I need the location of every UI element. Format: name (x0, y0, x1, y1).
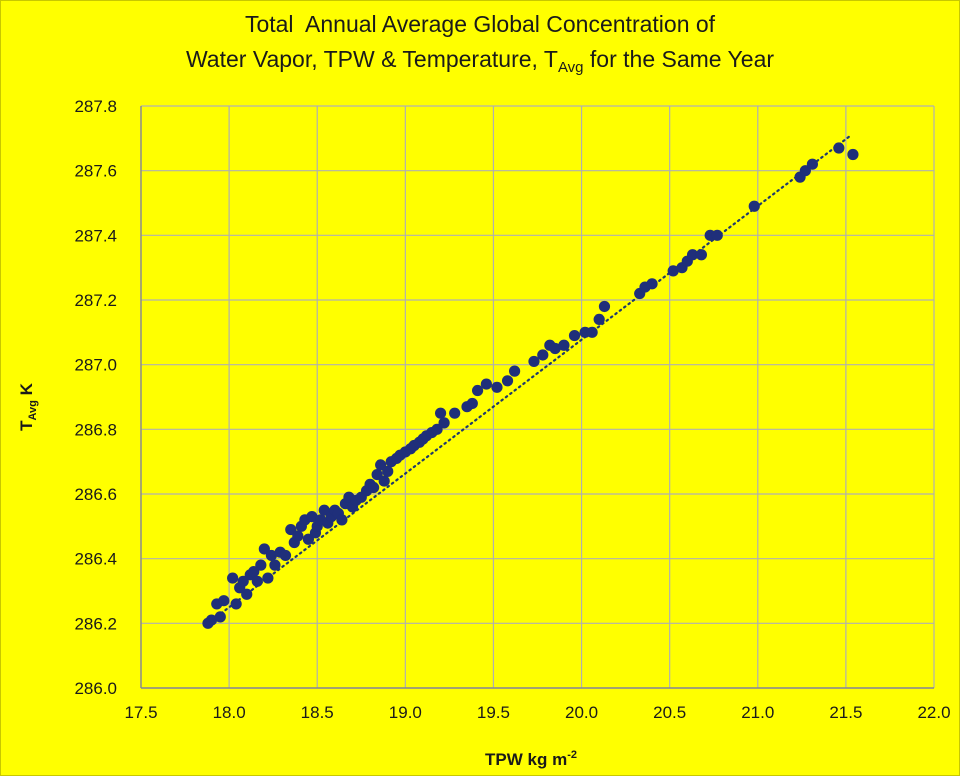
data-point (501, 375, 514, 387)
y-tick-label: 287.2 (74, 291, 117, 310)
data-point (434, 407, 447, 419)
data-point (491, 381, 503, 393)
y-tick-label: 287.0 (74, 356, 117, 375)
data-point (255, 559, 267, 571)
x-tick-label: 18.5 (301, 703, 334, 722)
data-point (371, 469, 383, 481)
data-point (598, 300, 611, 313)
y-tick-label: 287.8 (74, 97, 117, 116)
data-point (214, 611, 226, 623)
data-point (568, 329, 581, 342)
data-point (375, 459, 387, 471)
data-point (438, 417, 450, 429)
data-point (695, 249, 707, 261)
data-point (646, 278, 658, 290)
x-tick-label: 20.0 (565, 703, 598, 722)
data-point (262, 572, 274, 584)
data-point (748, 200, 760, 212)
trendline (206, 134, 853, 625)
grid-lines (140, 105, 935, 689)
data-point (269, 559, 281, 571)
y-tick-label: 286.6 (74, 485, 117, 504)
data-point (230, 598, 242, 610)
data-point (302, 533, 315, 545)
data-point (318, 504, 330, 516)
x-tick-label: 21.0 (741, 703, 774, 722)
y-tick-label: 286.8 (74, 420, 117, 439)
data-point (558, 339, 570, 351)
data-point (833, 142, 845, 154)
data-point (336, 514, 348, 526)
y-axis-label: TAvg K (17, 367, 39, 447)
trendline-dotted (206, 134, 853, 625)
data-point (258, 543, 270, 555)
data-point (237, 575, 249, 587)
tick-labels: 17.5 18.0 18.5 19.0 19.5 20.0 20.5 21.0 21.5 22.0… (74, 97, 950, 722)
y-tick-label: 286.2 (74, 614, 117, 633)
x-tick-label: 21.5 (829, 703, 862, 722)
data-point (466, 397, 478, 410)
data-points (202, 142, 859, 629)
y-tick-label: 286.0 (74, 679, 117, 698)
data-point (508, 365, 521, 377)
y-tick-label: 287.6 (74, 162, 117, 181)
x-tick-label: 17.5 (124, 703, 157, 722)
data-point (528, 355, 540, 368)
chart-title-line-2: Water Vapor, TPW & Temperature, TAvg for… (1, 46, 959, 76)
data-point (593, 313, 605, 325)
data-point (667, 265, 679, 277)
y-tick-label: 286.4 (74, 550, 117, 569)
data-point (686, 249, 699, 261)
data-point (480, 378, 492, 390)
x-axis-label: TPW kg m-2 (1, 749, 960, 770)
data-point (847, 148, 859, 161)
data-point (382, 465, 394, 477)
data-point (368, 481, 380, 494)
data-point (449, 407, 461, 419)
y-tick-label: 287.4 (74, 226, 117, 245)
data-point (586, 326, 598, 338)
x-axis-label-main: TPW kg m (485, 750, 568, 769)
data-point (431, 423, 443, 435)
data-point (537, 349, 549, 361)
x-tick-label: 20.5 (653, 703, 686, 722)
data-point (292, 530, 304, 542)
x-axis-label-superscript: -2 (567, 749, 577, 761)
x-tick-label: 19.0 (389, 703, 422, 722)
y-axis-label-unit: K (17, 383, 36, 401)
data-point (265, 549, 278, 562)
data-point (251, 575, 263, 587)
data-point (205, 614, 218, 626)
data-point (218, 595, 230, 607)
chart-title-line-1-text: Total Annual Average Global Concentratio… (244, 11, 716, 37)
axis-lines (140, 106, 934, 689)
data-point (248, 566, 260, 578)
data-point (799, 165, 811, 177)
chart-title-line-2-after: for the Same Year (583, 46, 775, 72)
data-point (241, 588, 253, 600)
data-point (227, 572, 239, 584)
data-point (285, 523, 297, 536)
chart-title-line-1: Total Annual Average Global Concentratio… (1, 11, 959, 38)
x-tick-label: 18.0 (213, 703, 246, 722)
data-point (471, 384, 484, 397)
x-tick-label: 22.0 (917, 703, 950, 722)
data-point (306, 511, 318, 523)
x-tick-label: 19.5 (477, 703, 510, 722)
data-point (549, 342, 561, 355)
y-axis-label-main: T (17, 420, 36, 431)
chart-title-line-2-before: Water Vapor, TPW & Temperature, T (185, 46, 558, 72)
y-axis-label-subscript: Avg (27, 400, 39, 421)
data-point (711, 229, 723, 241)
data-point (279, 549, 292, 562)
data-point (378, 475, 390, 487)
data-point (806, 158, 819, 170)
chart-title-line-2-subscript: Avg (557, 59, 584, 76)
